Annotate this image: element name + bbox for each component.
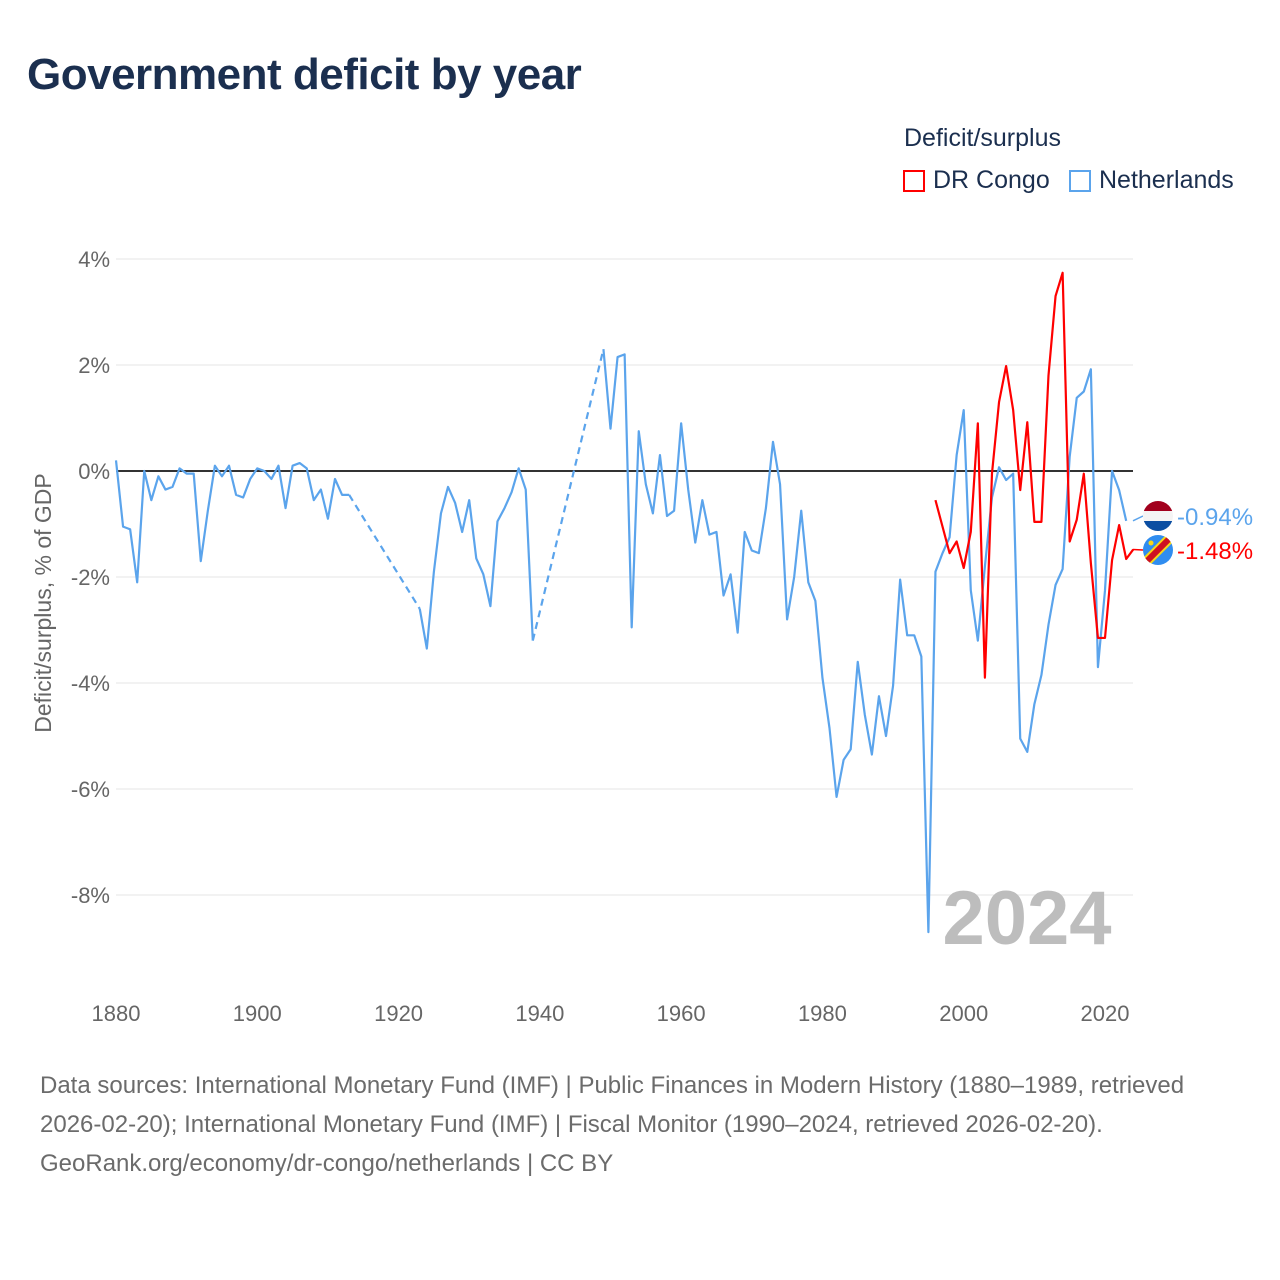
- legend-label-dr-congo: DR Congo: [933, 166, 1050, 194]
- legend-item-dr-congo[interactable]: DR Congo: [903, 166, 1050, 195]
- y-tick-label: -4%: [71, 671, 110, 696]
- end-label-netherlands: -0.94%: [1177, 504, 1253, 531]
- flag-shape: [1143, 501, 1173, 531]
- x-tick-label: 2000: [939, 1001, 988, 1026]
- legend-swatch-dr-congo: [903, 169, 925, 192]
- dr-congo-flag-icon: [1143, 535, 1173, 565]
- flag-shape: [1143, 535, 1173, 565]
- chart-title: Government deficit by year: [27, 50, 582, 99]
- legend-item-netherlands[interactable]: Netherlands: [1069, 166, 1234, 195]
- legend-swatch-netherlands: [1069, 169, 1091, 192]
- flag-stripe-red: [1143, 535, 1173, 565]
- flag-stripe-blue: [1143, 521, 1173, 531]
- netherlands-line: [114, 460, 350, 584]
- x-tick-label: 2020: [1081, 1001, 1130, 1026]
- y-tick-label: 2%: [78, 353, 110, 378]
- legend-label-netherlands: Netherlands: [1099, 166, 1234, 194]
- year-watermark: 2024: [942, 876, 1111, 961]
- credit-link[interactable]: GeoRank.org/economy/dr-congo/netherlands…: [40, 1150, 614, 1177]
- y-tick-label: 0%: [78, 459, 110, 484]
- x-tick-label: 1900: [233, 1001, 282, 1026]
- y-tick-label: -8%: [71, 883, 110, 908]
- footer: Data sources: International Monetary Fun…: [40, 1066, 1240, 1183]
- dr-congo-line: [934, 271, 1135, 679]
- x-tick-label: 1880: [92, 1001, 141, 1026]
- y-tick-label: -2%: [71, 565, 110, 590]
- flag-stripe-white: [1143, 511, 1173, 521]
- data-sources: Data sources: International Monetary Fun…: [40, 1072, 1185, 1138]
- end-label-connector: [1132, 548, 1144, 551]
- x-tick-label: 1960: [657, 1001, 706, 1026]
- y-axis-label: Deficit/surplus, % of GDP: [30, 473, 56, 732]
- x-tick-label: 1920: [374, 1001, 423, 1026]
- netherlands-flag-icon: [1143, 501, 1173, 531]
- legend-title: Deficit/surplus: [904, 124, 1061, 152]
- netherlands-line: [418, 467, 534, 650]
- flag-star: [1148, 540, 1154, 546]
- x-tick-label: 1980: [798, 1001, 847, 1026]
- flag-stripe-red: [1143, 501, 1173, 511]
- netherlands-gap-line: [348, 494, 421, 610]
- y-tick-label: 4%: [78, 247, 110, 272]
- end-label-connector: [1132, 515, 1144, 522]
- netherlands-line: [602, 349, 1128, 934]
- y-tick-label: -6%: [71, 777, 110, 802]
- end-label-dr-congo: -1.48%: [1177, 538, 1253, 565]
- netherlands-gap-line: [531, 348, 605, 641]
- x-tick-label: 1940: [515, 1001, 564, 1026]
